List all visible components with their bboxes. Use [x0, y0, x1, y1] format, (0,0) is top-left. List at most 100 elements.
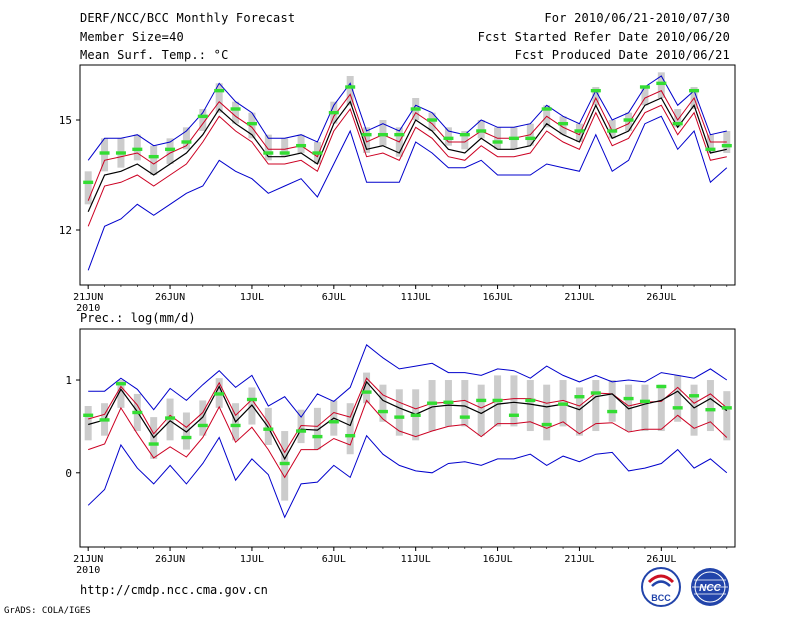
spread-box — [232, 101, 240, 124]
obs-marker — [312, 151, 323, 155]
obs-marker — [443, 400, 454, 404]
obs-marker — [165, 147, 176, 152]
obs-marker — [263, 427, 274, 431]
year-label: 2010 — [76, 565, 100, 576]
spread-box — [379, 120, 387, 146]
obs-marker — [394, 132, 405, 137]
obs-marker — [689, 88, 700, 93]
obs-marker — [574, 129, 585, 133]
spread-box — [592, 380, 600, 432]
obs-marker — [345, 433, 356, 438]
obs-marker — [214, 88, 225, 93]
obs-marker — [230, 107, 241, 111]
obs-marker — [558, 121, 569, 126]
x-tick-label: 6JUL — [322, 554, 346, 565]
obs-marker — [508, 136, 519, 141]
x-tick-label: 26JUN — [155, 554, 185, 565]
spread-box — [641, 87, 649, 106]
obs-marker — [672, 406, 683, 410]
year-label: 2010 — [76, 303, 100, 314]
obs-marker — [525, 136, 536, 141]
spread-box — [84, 405, 92, 441]
obs-marker — [115, 382, 126, 386]
obs-marker — [459, 132, 470, 137]
obs-marker — [99, 418, 110, 422]
spread-box — [199, 109, 207, 131]
ncc-logo: NCC — [691, 568, 729, 606]
source-url: http://cmdp.ncc.cma.gov.cn — [80, 583, 268, 597]
spread-box — [248, 112, 256, 139]
obs-marker — [508, 413, 519, 417]
series-mean — [88, 380, 728, 461]
obs-marker — [558, 402, 569, 406]
spread-box — [264, 134, 272, 161]
obs-marker — [246, 397, 257, 402]
obs-marker — [574, 395, 585, 399]
obs-marker — [296, 429, 307, 433]
obs-marker — [476, 398, 487, 403]
series-min — [87, 434, 728, 519]
obs-marker — [181, 435, 192, 440]
spread-box — [526, 380, 534, 432]
obs-marker — [427, 118, 438, 122]
obs-marker — [296, 143, 307, 148]
spread-box — [641, 384, 649, 432]
series-max — [88, 343, 728, 418]
obs-marker — [541, 422, 552, 427]
obs-marker — [394, 415, 405, 419]
x-tick-label: 26JUL — [646, 292, 676, 303]
spread-box — [199, 400, 207, 436]
spread-box — [723, 391, 731, 441]
obs-marker — [83, 180, 94, 185]
x-tick-label: 1JUL — [240, 554, 264, 565]
obs-marker — [410, 413, 421, 417]
obs-marker — [197, 114, 208, 119]
obs-marker — [721, 143, 732, 148]
spread-box — [363, 372, 371, 404]
obs-marker — [263, 151, 274, 155]
produced-date: Fcst Produced Date 2010/06/21 — [514, 48, 730, 62]
obs-marker — [689, 394, 700, 398]
obs-marker — [99, 151, 110, 155]
spread-box — [674, 109, 682, 128]
x-tick-label: 11JUL — [401, 554, 431, 565]
member-size: Member Size=40 — [80, 30, 184, 44]
spread-box — [395, 389, 403, 436]
spread-box — [706, 380, 714, 432]
series-mean — [87, 97, 727, 212]
spread-box — [297, 134, 305, 153]
obs-marker — [607, 129, 618, 133]
spread-box — [477, 384, 485, 436]
spread-box — [510, 375, 518, 427]
spread-box — [657, 72, 665, 98]
obs-marker — [656, 81, 667, 86]
spread-box — [575, 387, 583, 436]
spread-box — [625, 112, 633, 131]
spread-box — [706, 134, 714, 153]
obs-marker — [328, 110, 339, 115]
obs-marker — [623, 396, 634, 401]
obs-marker — [656, 384, 667, 389]
obs-marker — [443, 136, 454, 141]
spread-box — [133, 134, 141, 161]
obs-marker — [148, 442, 159, 446]
bcc-logo-text: BCC — [651, 593, 671, 603]
spread-box — [182, 412, 190, 450]
spread-box — [346, 403, 354, 455]
spread-box — [657, 384, 665, 432]
x-tick-label: 1JUL — [240, 292, 264, 303]
obs-marker — [377, 132, 388, 137]
plot-frame — [79, 328, 736, 548]
spread-box — [379, 384, 387, 422]
obs-marker — [410, 107, 421, 111]
spread-box — [363, 127, 371, 153]
spread-box — [346, 76, 354, 106]
obs-marker — [705, 408, 716, 412]
obs-marker — [377, 409, 388, 414]
x-tick-label: 16JUL — [483, 554, 513, 565]
obs-marker — [525, 398, 536, 403]
spread-box — [428, 112, 436, 131]
spread-box — [592, 87, 600, 106]
obs-marker — [132, 147, 143, 152]
spread-box — [215, 83, 223, 113]
